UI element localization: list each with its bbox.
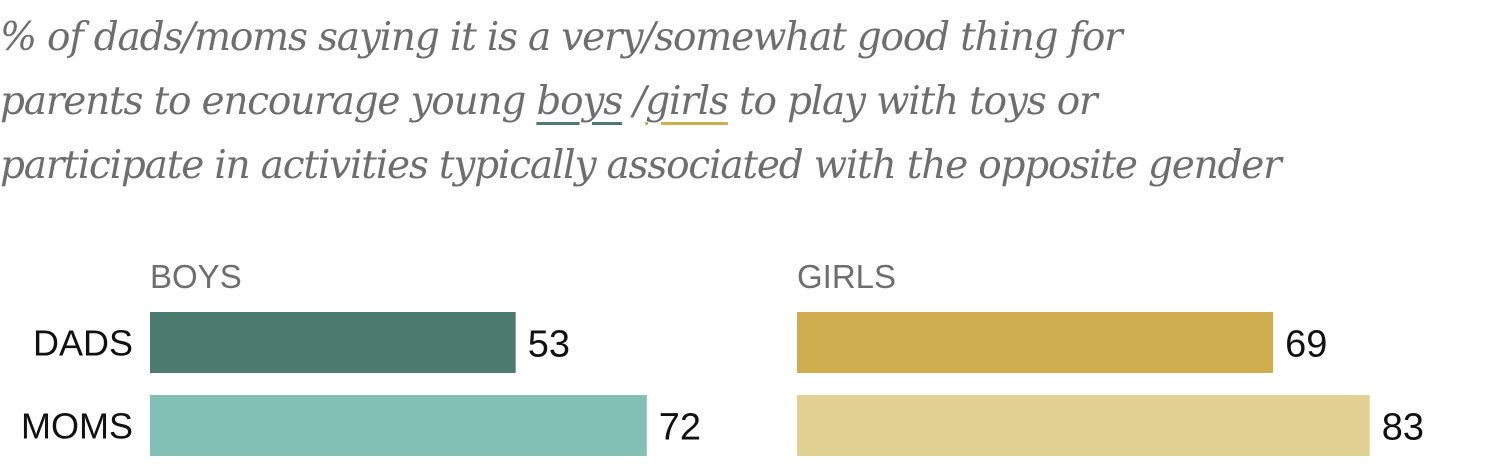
value-label-girls-dads: 69 <box>1285 324 1327 366</box>
bar-boys-dads <box>150 312 516 373</box>
bar-girls-dads <box>797 312 1274 373</box>
value-label-girls-moms: 83 <box>1382 407 1424 449</box>
subtitle-line-2-separator: / <box>622 79 646 124</box>
value-label-boys-moms: 72 <box>659 407 701 449</box>
panel-title-boys: BOYS <box>150 258 242 295</box>
subtitle-line-2-start: parents to encourage young <box>0 79 537 124</box>
row-label-dads: DADS <box>33 323 133 364</box>
subtitle-line-2: parents to encourage young boys /girls t… <box>0 70 1510 134</box>
subtitle-line-1: % of dads/moms saying it is a very/somew… <box>0 15 1123 60</box>
panel-title-girls: GIRLS <box>797 258 896 295</box>
subtitle-line-3: participate in activities typically asso… <box>0 143 1282 188</box>
bar-chart-svg: DADS MOMS BOYS 53 72 GIRLS 69 83 <box>21 258 1424 456</box>
chart-subtitle: % of dads/moms saying it is a very/somew… <box>0 6 1510 198</box>
bar-chart: DADS MOMS BOYS 53 72 GIRLS 69 83 <box>0 240 1510 473</box>
bar-boys-moms <box>150 395 647 456</box>
girls-keyword: girls <box>645 79 729 124</box>
subtitle-line-2-end: to play with toys or <box>727 79 1098 124</box>
value-label-boys-dads: 53 <box>528 324 570 366</box>
row-label-moms: MOMS <box>21 406 133 447</box>
boys-keyword: boys <box>536 79 623 124</box>
bar-girls-moms <box>797 395 1370 456</box>
